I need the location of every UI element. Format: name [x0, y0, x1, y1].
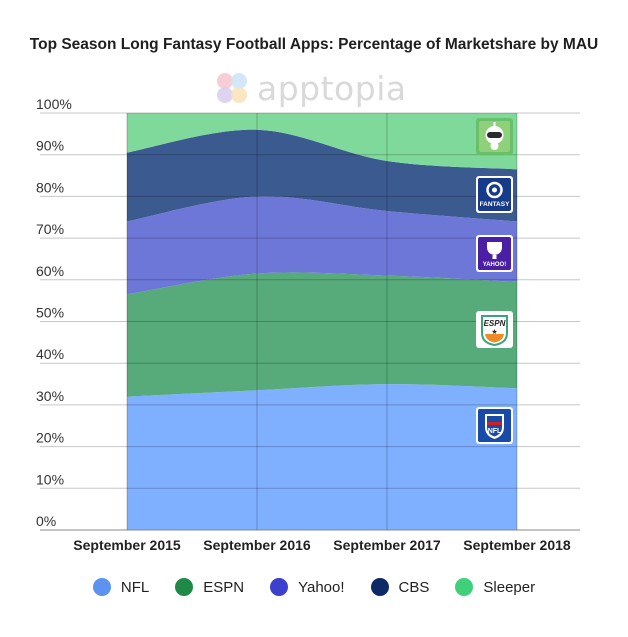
legend-label: Sleeper: [483, 578, 536, 596]
x-tick-label: September 2018: [463, 537, 571, 553]
legend-label: NFL: [120, 578, 150, 596]
y-tick-label: 90%: [36, 138, 64, 154]
nfl-fantasy-icon: NFL: [476, 407, 513, 444]
legend-item-espn: ESPN: [175, 578, 244, 596]
sleeper-icon: [476, 118, 513, 155]
area-series-group: [127, 113, 517, 530]
y-tick-label: 10%: [36, 471, 64, 487]
y-tick-label: 30%: [36, 388, 64, 404]
x-tick-label: September 2015: [73, 537, 181, 553]
x-axis: September 2015 September 2016 September 20…: [73, 537, 571, 553]
y-tick-label: 40%: [36, 346, 64, 362]
y-tick-label: 70%: [36, 221, 64, 237]
espn-fantasy-icon: ESPN ★: [476, 311, 513, 348]
area-sleeper: [127, 113, 517, 170]
area-cbs: [127, 129, 517, 222]
y-tick-label: 80%: [36, 179, 64, 195]
y-tick-label: 100%: [36, 96, 72, 112]
legend-label: Yahoo!: [298, 578, 345, 596]
area-yahoo: [127, 196, 517, 295]
legend-item-cbs: CBS: [370, 578, 430, 596]
chart-title: Top Season Long Fantasy Football Apps: P…: [29, 36, 599, 53]
legend-swatch: [175, 578, 194, 596]
y-tick-label: 50%: [36, 305, 64, 321]
legend-item-sleeper: Sleeper: [455, 578, 535, 596]
apptopia-logo-icon: [217, 73, 247, 103]
chart-legend: NFL ESPN Yahoo! CBS Sleeper: [0, 578, 628, 596]
legend-swatch: [92, 578, 111, 596]
legend-label: CBS: [398, 578, 430, 596]
legend-item-nfl: NFL: [92, 578, 150, 596]
app-icons: FANTASY YAHOO! ESPN ★ NFL: [476, 118, 513, 444]
apptopia-wordmark: apptopia: [257, 68, 407, 108]
area-espn: [127, 272, 517, 397]
legend-swatch: [270, 578, 289, 596]
svg-text:★: ★: [491, 328, 497, 336]
area-nfl: [127, 384, 517, 530]
y-tick-label: 60%: [36, 263, 64, 279]
legend-swatch: [370, 578, 389, 596]
x-tick-label: September 2017: [333, 537, 441, 553]
espn-fantasy-label: ESPN: [484, 319, 506, 328]
yahoo-fantasy-icon: YAHOO!: [476, 235, 513, 272]
cbs-fantasy-label: FANTASY: [480, 201, 511, 208]
cbs-fantasy-icon: FANTASY: [476, 176, 513, 213]
legend-swatch: [455, 578, 474, 596]
x-tick-label: September 2016: [203, 537, 311, 553]
y-axis: 0% 10% 20% 30% 40% 50% 60% 70% 80% 90% 100%: [36, 96, 72, 529]
legend-item-yahoo: Yahoo!: [270, 578, 345, 596]
legend-label: ESPN: [203, 578, 245, 596]
y-tick-label: 20%: [36, 430, 64, 446]
nfl-fantasy-label: NFL: [488, 428, 502, 435]
y-tick-label: 0%: [36, 513, 56, 529]
yahoo-fantasy-label: YAHOO!: [483, 262, 506, 268]
apptopia-logo: apptopia: [213, 68, 407, 108]
